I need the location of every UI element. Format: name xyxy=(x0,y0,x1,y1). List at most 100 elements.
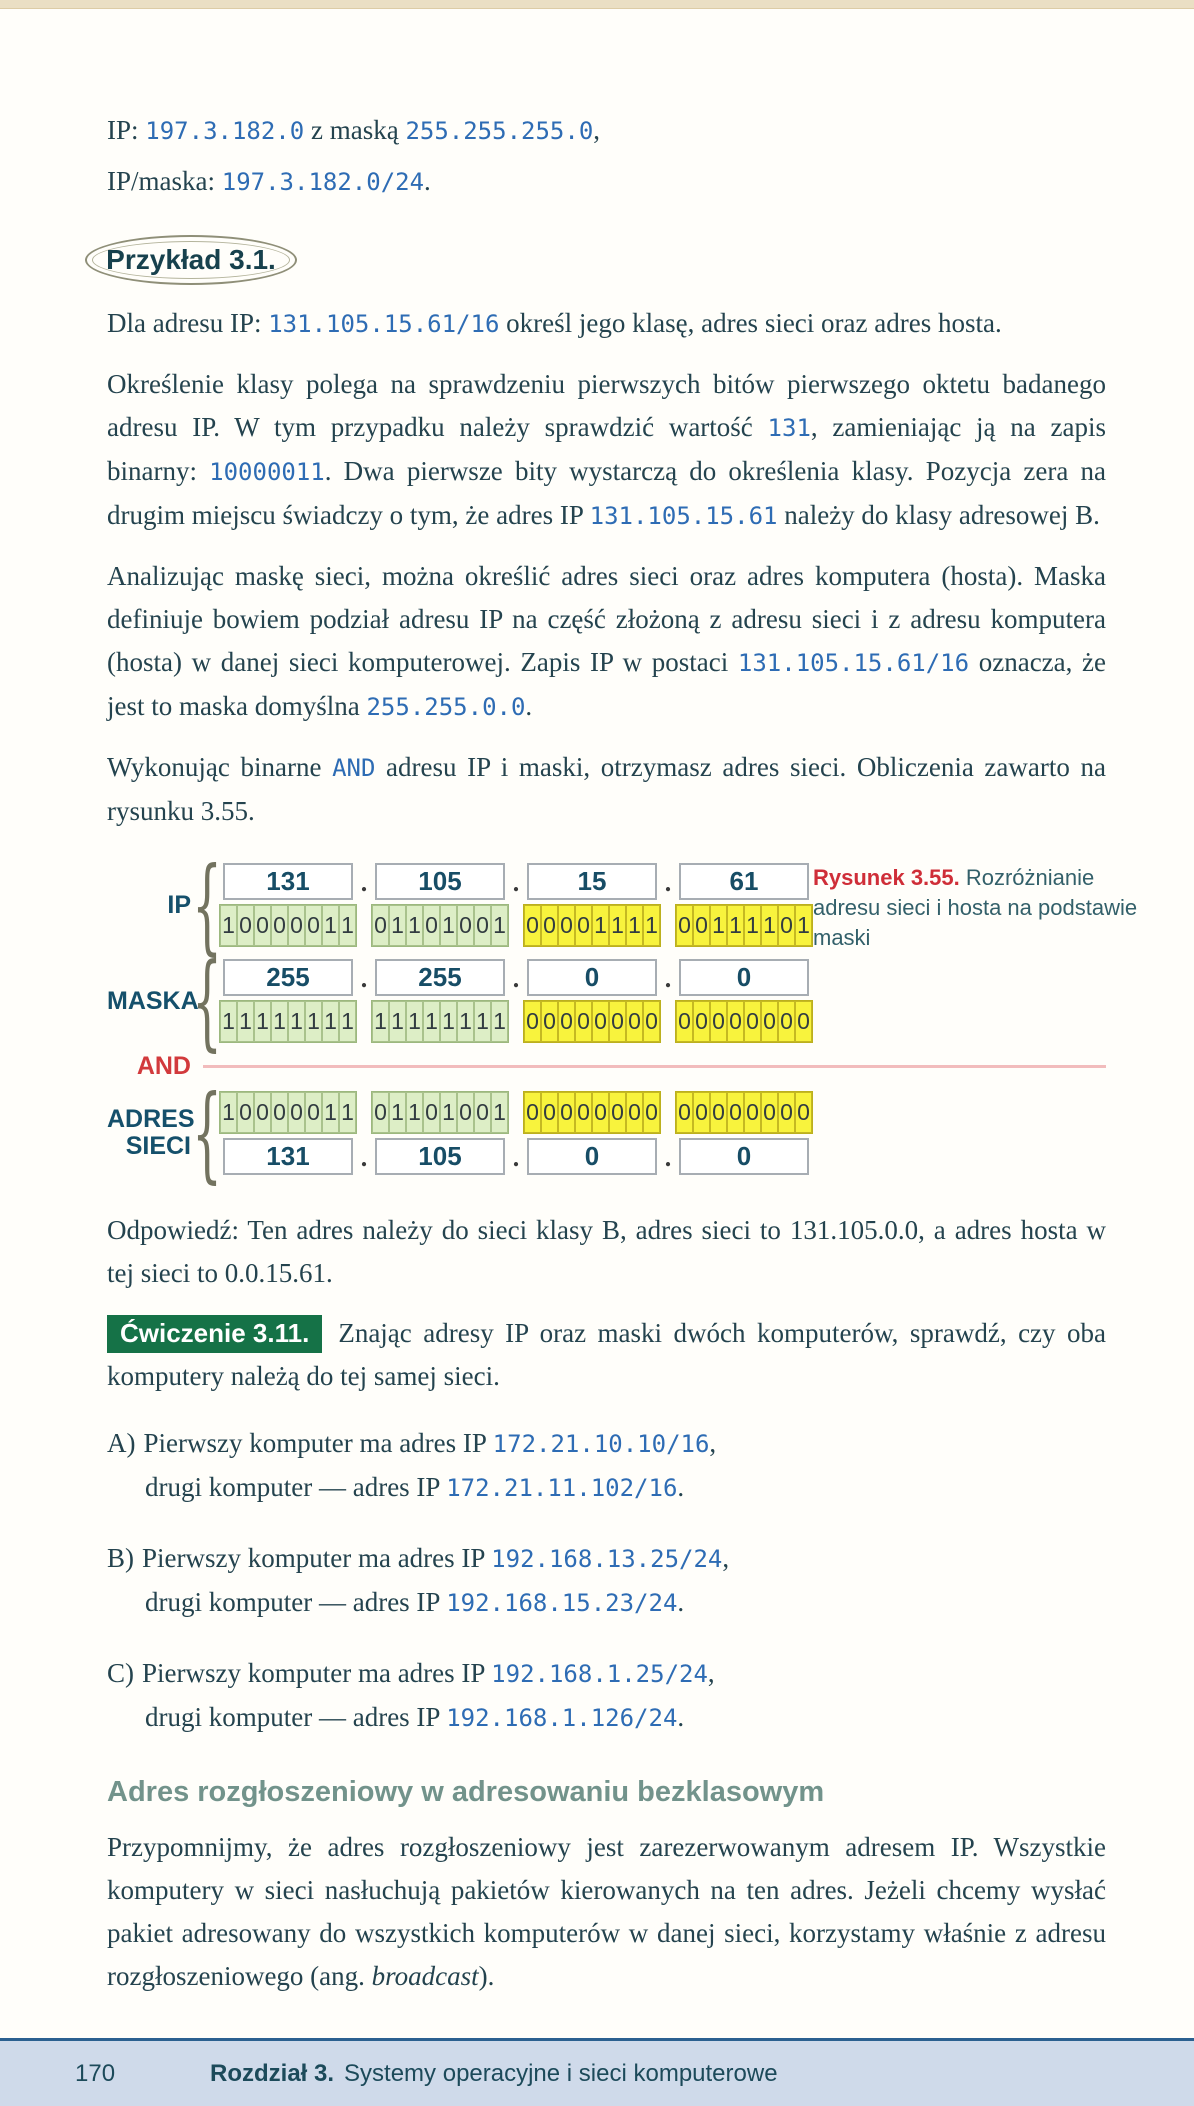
binary-bit-cell: 1 xyxy=(491,1092,508,1133)
binary-bit-cell: 0 xyxy=(541,905,558,946)
inline-code-value: 192.168.13.25/24 xyxy=(491,1545,723,1573)
example-paragraph-1: Określenie klasy polega na sprawdzeniu p… xyxy=(107,363,1106,538)
binary-bit-cell: 0 xyxy=(626,1092,643,1133)
decimal-octet-box: 131 xyxy=(223,1138,353,1175)
text-run: Odpowiedź: Ten adres należy do sieci kla… xyxy=(107,1215,1106,1288)
octet-rows: 10000011.01101001.00000000.00000000131.1… xyxy=(219,1089,813,1177)
text-run: adresu IP i maski, otrzymasz adres sieci… xyxy=(107,752,1106,826)
exercise-item: B) Pierwszy komputer ma adres IP 192.168.… xyxy=(107,1537,1106,1625)
binary-bit-cell: 0 xyxy=(372,905,389,946)
figure-caption: Rysunek 3.55. Rozróżnianie adresu sieci … xyxy=(813,863,1153,953)
section-heading: Adres rozgłoszeniowy w adresowaniu bezkl… xyxy=(107,1776,825,1808)
exercise-item-marker: C) xyxy=(107,1658,134,1688)
binary-bit-cell: 1 xyxy=(744,905,761,946)
binary-bit-cell: 0 xyxy=(305,905,322,946)
binary-bit-cell: 1 xyxy=(626,905,643,946)
text-run: , zamieniając ją na zapis binarny: xyxy=(107,412,1106,486)
binary-bit-cell: 0 xyxy=(693,905,710,946)
binary-bit-cell: 0 xyxy=(254,905,271,946)
figure-3-55: IP{131.105.15.6110000011.01101001.000011… xyxy=(107,844,1137,1194)
binary-bit-cell: 1 xyxy=(339,1092,356,1133)
example-paragraph-3: Wykonując binarne AND adresu IP i maski,… xyxy=(107,746,1106,833)
text-run: należy do klasy adresowej B. xyxy=(777,500,1100,530)
binary-bit-cell: 0 xyxy=(474,1092,491,1133)
text-run: , xyxy=(722,1543,730,1573)
binary-bit-cell: 0 xyxy=(643,1092,660,1133)
binary-bit-cell: 0 xyxy=(592,1001,609,1042)
and-operator-line xyxy=(203,1064,1106,1068)
binary-bit-cell: 0 xyxy=(693,1092,710,1133)
inline-code-value: 197.3.182.0 xyxy=(145,117,305,145)
binary-bit-cell: 0 xyxy=(761,1092,778,1133)
binary-bit-cell: 0 xyxy=(778,1001,795,1042)
binary-bit-cell: 0 xyxy=(643,1001,660,1042)
footer-chapter-label: Rozdział 3. xyxy=(210,2059,335,2087)
binary-bit-cell: 1 xyxy=(406,1001,423,1042)
octet-dot-separator: . xyxy=(360,964,368,993)
example-paragraph-2: Analizując maskę sieci, można określić a… xyxy=(107,555,1106,729)
binary-bit-cell: 1 xyxy=(305,1001,322,1042)
inline-code-value: 255.255.0.0 xyxy=(366,693,526,721)
exercise-badge: Ćwiczenie 3.11. xyxy=(107,1315,323,1353)
text-run: Wykonując binarne xyxy=(107,752,333,782)
binary-bit-cell: 1 xyxy=(592,905,609,946)
decimal-octet-box: 105 xyxy=(375,863,505,900)
brace-icon: { xyxy=(192,1072,222,1194)
decimal-octet-box: 255 xyxy=(375,959,505,996)
binary-bit-cell: 0 xyxy=(575,905,592,946)
figure-group-ip: IP{131.105.15.6110000011.01101001.000011… xyxy=(107,844,1106,966)
binary-bit-cell: 1 xyxy=(339,1001,356,1042)
binary-bit-cell: 1 xyxy=(322,1092,339,1133)
binary-bit-cell: 1 xyxy=(491,1001,508,1042)
binary-bit-cell: 0 xyxy=(558,905,575,946)
binary-bit-cell: 0 xyxy=(795,1001,812,1042)
figure-row-label: AND xyxy=(136,1051,191,1080)
octet-rows: 131.105.15.6110000011.01101001.00001111.… xyxy=(219,861,813,949)
binary-bit-cell: 0 xyxy=(524,1092,541,1133)
binary-bit-cell: 0 xyxy=(288,1092,305,1133)
decimal-octet-box: 0 xyxy=(527,959,657,996)
page-number: 170 xyxy=(75,2059,116,2087)
brace-icon: { xyxy=(192,844,222,966)
exercise-item-line1: A) Pierwszy komputer ma adres IP 172.21.1… xyxy=(107,1422,1106,1466)
binary-bit-cell: 1 xyxy=(609,905,626,946)
inline-code-value: 131.105.15.61/16 xyxy=(268,310,500,338)
page-top-edge xyxy=(0,0,1194,9)
text-run: . xyxy=(677,1587,685,1617)
binary-bit-cell: 1 xyxy=(643,905,660,946)
inline-code-value: 131.105.15.61 xyxy=(589,502,778,530)
text-run: Pierwszy komputer ma adres IP xyxy=(142,1543,492,1573)
binary-bit-cell: 0 xyxy=(254,1092,271,1133)
figure-caption-label: Rysunek 3.55. xyxy=(813,865,960,890)
octet-dot-separator: . xyxy=(512,1143,520,1172)
binary-bit-cell: 0 xyxy=(727,1001,744,1042)
decimal-octet-box: 255 xyxy=(223,959,353,996)
intro-line-1: IP: 197.3.182.0 z maską 255.255.255.0, xyxy=(107,105,1106,156)
binary-bit-cell: 0 xyxy=(524,905,541,946)
binary-bit-cell: 1 xyxy=(220,905,237,946)
binary-bit-cell: 1 xyxy=(440,1001,457,1042)
binary-bit-cell: 0 xyxy=(288,905,305,946)
figure-row-label: MASKA xyxy=(107,986,199,1015)
figure-row-label: IP xyxy=(167,890,191,919)
decimal-row: 131. 105. 0. 0 xyxy=(219,1138,813,1175)
decimal-row: 131. 105. 15. 61 xyxy=(219,863,813,900)
binary-bit-cell: 0 xyxy=(575,1001,592,1042)
binary-bit-cell: 1 xyxy=(457,1001,474,1042)
binary-bit-cell: 0 xyxy=(626,1001,643,1042)
text-run: Analizując maskę sieci, można określić a… xyxy=(107,561,1106,677)
binary-bit-cell: 0 xyxy=(676,1092,693,1133)
binary-bit-cell: 0 xyxy=(676,1001,693,1042)
binary-bit-cell: 1 xyxy=(339,905,356,946)
exercise-intro-text: Znając adresy IP oraz maski dwóch komput… xyxy=(107,1318,1106,1391)
intro-line-2: IP/maska: 197.3.182.0/24. xyxy=(107,156,1106,207)
page-content: IP: 197.3.182.0 z maską 255.255.255.0, I… xyxy=(0,9,1194,2038)
binary-bit-cell: 0 xyxy=(778,1092,795,1133)
text-run: . xyxy=(424,166,431,196)
binary-bit-cell: 0 xyxy=(474,905,491,946)
